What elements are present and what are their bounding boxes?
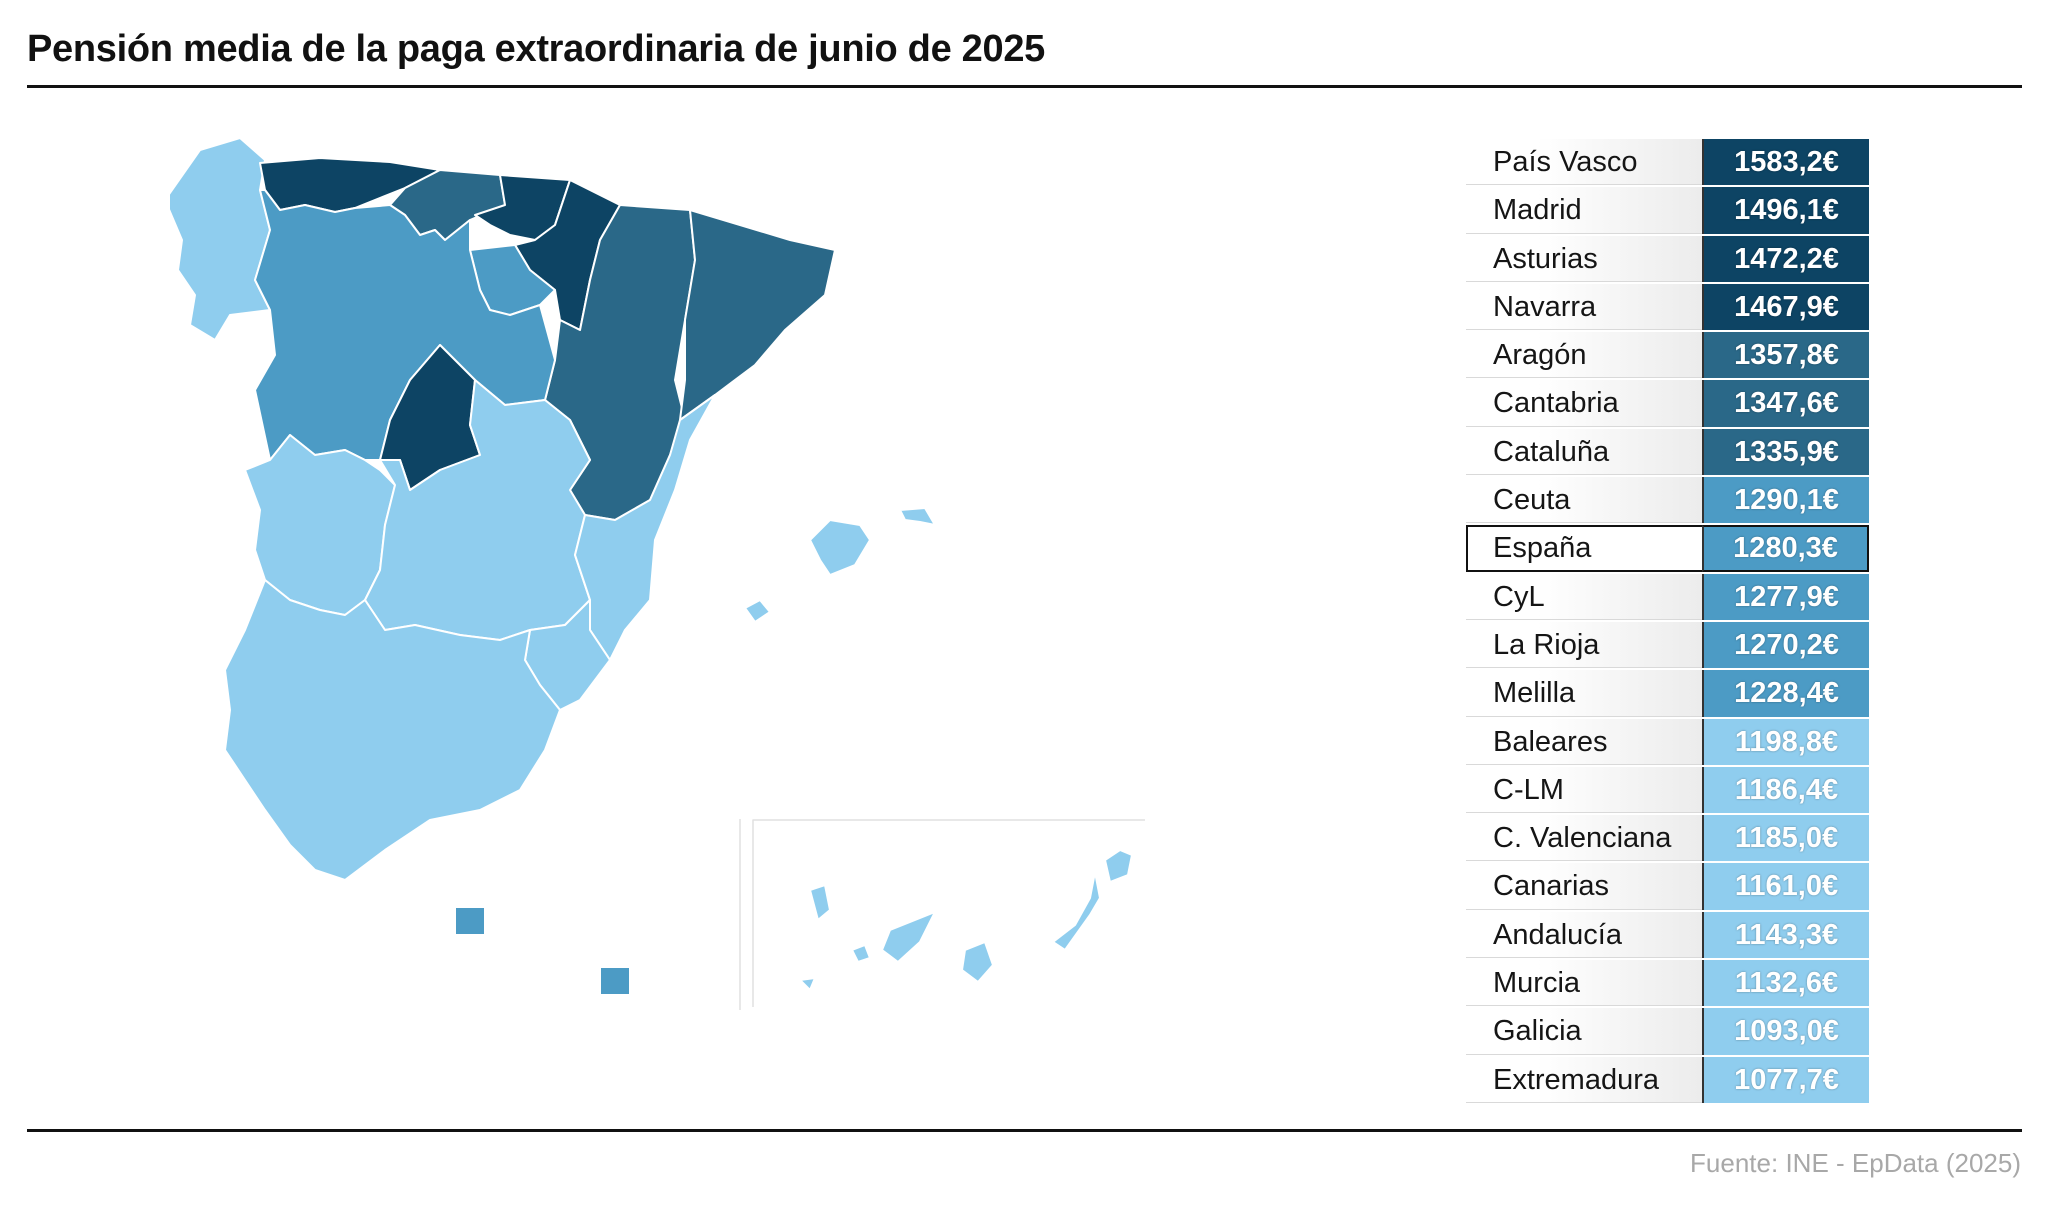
table-row: Navarra 1467,9€	[1466, 283, 1869, 333]
table-row: Canarias 1161,0€	[1466, 863, 1869, 912]
region-name: Asturias	[1466, 235, 1702, 282]
region-value: 1185,0€	[1702, 815, 1869, 862]
table-row: Asturias 1472,2€	[1466, 235, 1869, 284]
region-baleares-mallorca[interactable]	[809, 519, 871, 576]
region-melilla[interactable]	[599, 966, 631, 996]
region-name: Ceuta	[1466, 477, 1702, 524]
region-name: Melilla	[1466, 670, 1702, 717]
region-name: C-LM	[1466, 766, 1702, 814]
region-baleares-ibiza[interactable]	[744, 599, 771, 623]
region-name: España	[1466, 525, 1702, 572]
region-value: 1290,1€	[1702, 477, 1869, 524]
region-ceuta[interactable]	[454, 906, 486, 936]
table-row: Madrid 1496,1€	[1466, 187, 1869, 236]
table-row: C-LM 1186,4€	[1466, 766, 1869, 816]
region-name: Andalucía	[1466, 911, 1702, 959]
chart-title: Pensión media de la paga extraordinaria …	[27, 28, 1045, 70]
region-value: 1093,0€	[1702, 1008, 1869, 1055]
region-name: Madrid	[1466, 187, 1702, 234]
table-row: Baleares 1198,8€	[1466, 718, 1869, 767]
table-row: Murcia 1132,6€	[1466, 960, 1869, 1009]
region-value: 1143,3€	[1702, 911, 1869, 959]
region-canarias[interactable]	[799, 849, 1133, 991]
table-row: Cataluña 1335,9€	[1466, 428, 1869, 478]
top-divider	[27, 85, 2022, 88]
region-name: C. Valenciana	[1466, 815, 1702, 862]
table-row: Extremadura 1077,7€	[1466, 1056, 1869, 1105]
region-name: CyL	[1466, 573, 1702, 620]
spain-choropleth-map	[170, 137, 1145, 1010]
region-name: Canarias	[1466, 863, 1702, 910]
table-row: C. Valenciana 1185,0€	[1466, 815, 1869, 864]
region-value: 1496,1€	[1702, 187, 1869, 234]
source-note: Fuente: INE - EpData (2025)	[1690, 1148, 2021, 1178]
region-value: 1472,2€	[1702, 235, 1869, 282]
region-name: Cataluña	[1466, 428, 1702, 476]
region-name: La Rioja	[1466, 621, 1702, 669]
region-baleares-menorca[interactable]	[899, 507, 936, 526]
table-row: Andalucía 1143,3€	[1466, 911, 1869, 961]
region-value: 1132,6€	[1702, 960, 1869, 1007]
region-value: 1280,3€	[1702, 525, 1869, 572]
region-name: Galicia	[1466, 1008, 1702, 1055]
bottom-divider	[27, 1129, 2022, 1132]
ranking-table: País Vasco 1583,2€ Madrid 1496,1€ Asturias 14…	[1466, 139, 1869, 1105]
table-row: Melilla 1228,4€	[1466, 670, 1869, 719]
region-value: 1077,7€	[1702, 1056, 1869, 1103]
table-row: Cantabria 1347,6€	[1466, 380, 1869, 429]
region-c-valenciana[interactable]	[574, 394, 716, 661]
region-andalucia[interactable]	[224, 579, 561, 881]
table-row: CyL 1277,9€	[1466, 573, 1869, 622]
region-name: Extremadura	[1466, 1056, 1702, 1103]
table-row: La Rioja 1270,2€	[1466, 621, 1869, 671]
table-row: Ceuta 1290,1€	[1466, 477, 1869, 526]
region-galicia[interactable]	[170, 137, 271, 341]
table-row: Galicia 1093,0€	[1466, 1008, 1869, 1057]
region-value: 1357,8€	[1702, 332, 1869, 379]
region-name: Murcia	[1466, 960, 1702, 1007]
table-row: España 1280,3€	[1466, 525, 1869, 574]
region-value: 1228,4€	[1702, 670, 1869, 717]
region-cataluna[interactable]	[679, 209, 836, 421]
region-value: 1161,0€	[1702, 863, 1869, 910]
region-name: País Vasco	[1466, 139, 1702, 186]
region-name: Navarra	[1466, 283, 1702, 331]
region-value: 1270,2€	[1702, 621, 1869, 669]
region-value: 1198,8€	[1702, 718, 1869, 765]
region-value: 1335,9€	[1702, 428, 1869, 476]
table-row: País Vasco 1583,2€	[1466, 139, 1869, 188]
region-value: 1186,4€	[1702, 766, 1869, 814]
canarias-inset-border	[752, 819, 1145, 1007]
region-name: Cantabria	[1466, 380, 1702, 427]
region-value: 1583,2€	[1702, 139, 1869, 186]
region-value: 1347,6€	[1702, 380, 1869, 427]
region-value: 1277,9€	[1702, 573, 1869, 620]
table-row: Aragón 1357,8€	[1466, 332, 1869, 381]
region-name: Baleares	[1466, 718, 1702, 765]
region-value: 1467,9€	[1702, 283, 1869, 331]
region-name: Aragón	[1466, 332, 1702, 379]
